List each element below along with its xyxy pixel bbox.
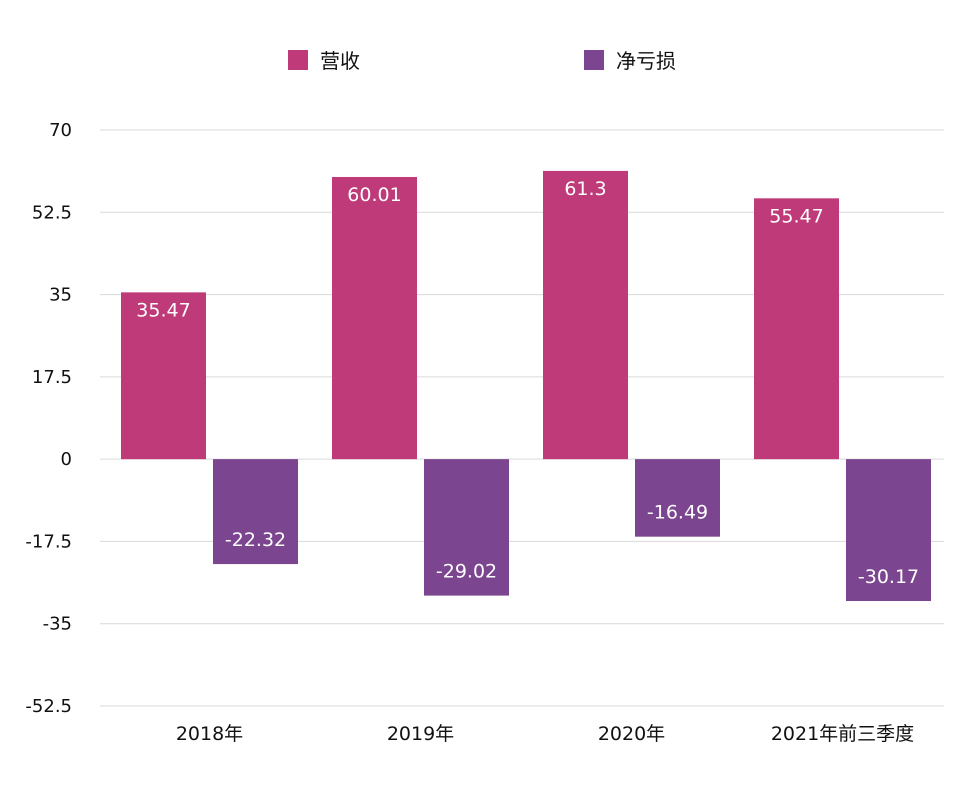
x-tick-label: 2021年前三季度 [771,723,914,745]
legend-label: 营收 [320,49,360,73]
bar-net-loss [213,459,298,565]
bar-revenue [543,170,628,460]
bars [121,170,931,602]
bar-revenue [332,176,417,460]
legend-swatch [288,50,308,70]
bar-revenue [121,292,206,460]
legend: 营收 净亏损 [288,49,676,73]
y-tick-label: 0 [61,449,72,470]
data-labels: 35.47 -22.32 60.01 -29.02 61.3 -16.49 55.47 -30… [136,178,919,588]
data-label: -29.02 [436,561,497,583]
y-tick-label: -35 [43,614,72,635]
data-label: -30.17 [858,566,919,588]
y-axis: 70 52.5 35 17.5 0 -17.5 -35 -52.5 [25,120,72,717]
y-tick-label: 17.5 [32,367,72,388]
y-tick-label: 70 [49,120,72,141]
x-tick-label: 2020年 [598,723,665,745]
y-tick-label: 52.5 [32,202,72,223]
data-label: 55.47 [769,205,823,227]
legend-swatch [584,50,604,70]
data-label: -16.49 [647,502,708,524]
data-label: 35.47 [136,299,190,321]
bar-net-loss [635,459,720,537]
x-tick-label: 2018年 [176,723,243,745]
y-tick-label: 35 [49,285,72,306]
data-label: 60.01 [347,184,401,206]
y-tick-label: -17.5 [25,531,72,552]
bar-net-loss [846,459,931,602]
bar-net-loss [424,459,509,596]
x-axis: 2018年 2019年 2020年 2021年前三季度 [176,723,914,745]
data-label: 61.3 [564,178,606,200]
bar-revenue [754,198,839,460]
y-tick-label: -52.5 [25,696,72,717]
legend-label: 净亏损 [616,49,676,73]
x-tick-label: 2019年 [387,723,454,745]
data-label: -22.32 [225,529,286,551]
